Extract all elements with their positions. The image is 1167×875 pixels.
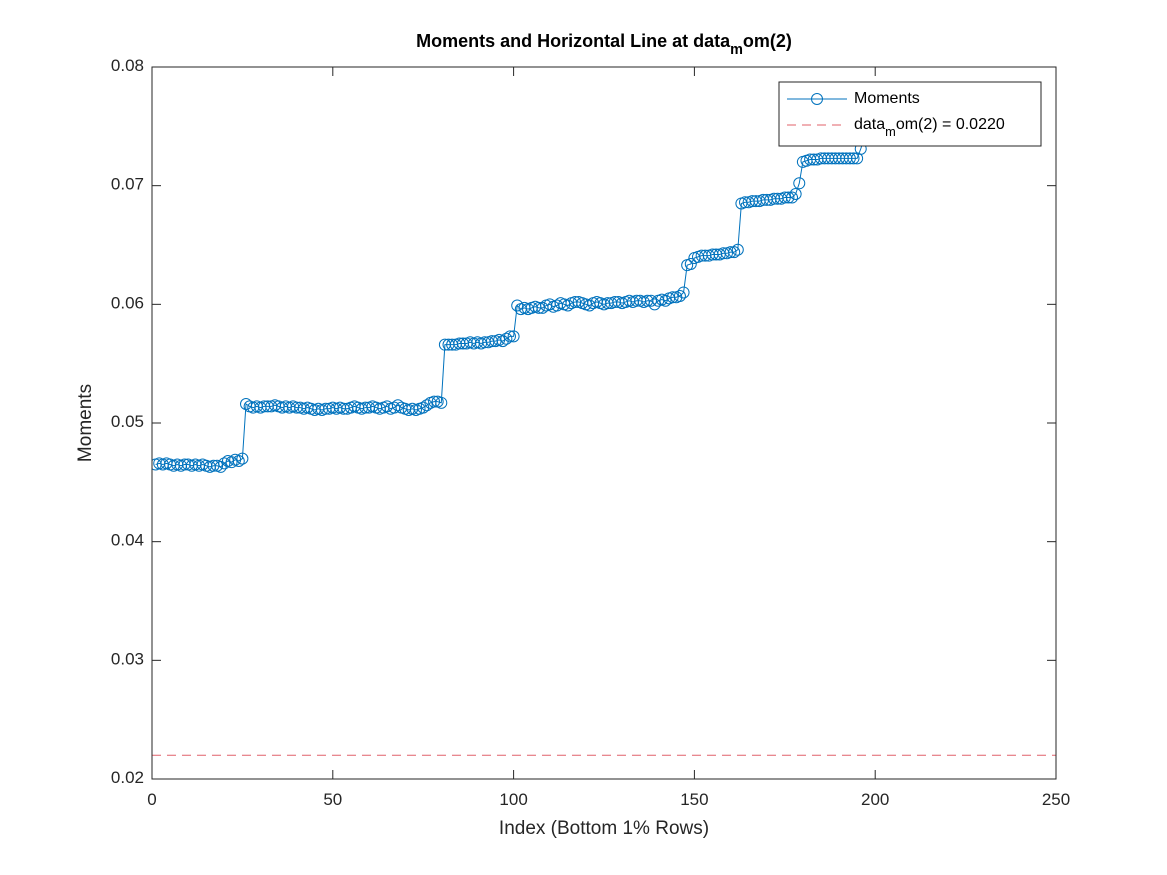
legend-label: datamom(2) = 0.0220 [854,116,1005,139]
data-point [532,301,545,314]
data-point [561,299,574,312]
data-point [793,177,806,190]
data-point [503,330,516,343]
data-point [782,191,795,204]
legend-label: Moments [854,90,920,107]
chart-title: Moments and Horizontal Line at datamom(2… [416,31,792,58]
data-point [391,399,404,412]
x-tick-label: 100 [499,790,527,809]
legend-marker [811,93,823,105]
y-axis-label: Moments [75,384,96,462]
data-point [684,257,697,270]
data-point [507,330,520,343]
data-point [673,290,686,303]
data-point [778,191,791,204]
x-tick-label: 0 [147,790,156,809]
data-line [155,102,876,468]
data-point [728,246,741,259]
data-point [789,187,802,200]
data-point [724,246,737,259]
y-tick-label: 0.06 [111,294,144,313]
data-point [428,395,441,408]
x-tick-label: 200 [861,790,889,809]
data-point [659,294,672,307]
data-point [847,152,860,165]
data-point [435,396,448,409]
data-point [232,454,245,467]
data-point [677,286,690,299]
data-point [236,452,249,465]
data-point [214,460,227,473]
y-tick-label: 0.03 [111,650,144,669]
data-point [511,299,524,312]
data-point [218,457,231,470]
x-tick-label: 50 [323,790,342,809]
x-tick-label: 250 [1042,790,1070,809]
y-tick-label: 0.08 [111,56,144,75]
data-point [420,399,433,412]
x-axis-label: Index (Bottom 1% Rows) [499,818,709,839]
data-point [666,291,679,304]
data-point [786,191,799,204]
plot-area [152,67,1056,779]
data-point [500,332,513,345]
y-tick-label: 0.04 [111,531,144,550]
legend-box [778,81,1042,147]
y-tick-label: 0.07 [111,175,144,194]
x-tick-label: 150 [680,790,708,809]
plot-content [152,96,1056,756]
y-tick-label: 0.02 [111,768,144,787]
y-tick-label: 0.05 [111,412,144,431]
data-point [731,243,744,256]
data-point [225,456,238,469]
data-point [843,152,856,165]
